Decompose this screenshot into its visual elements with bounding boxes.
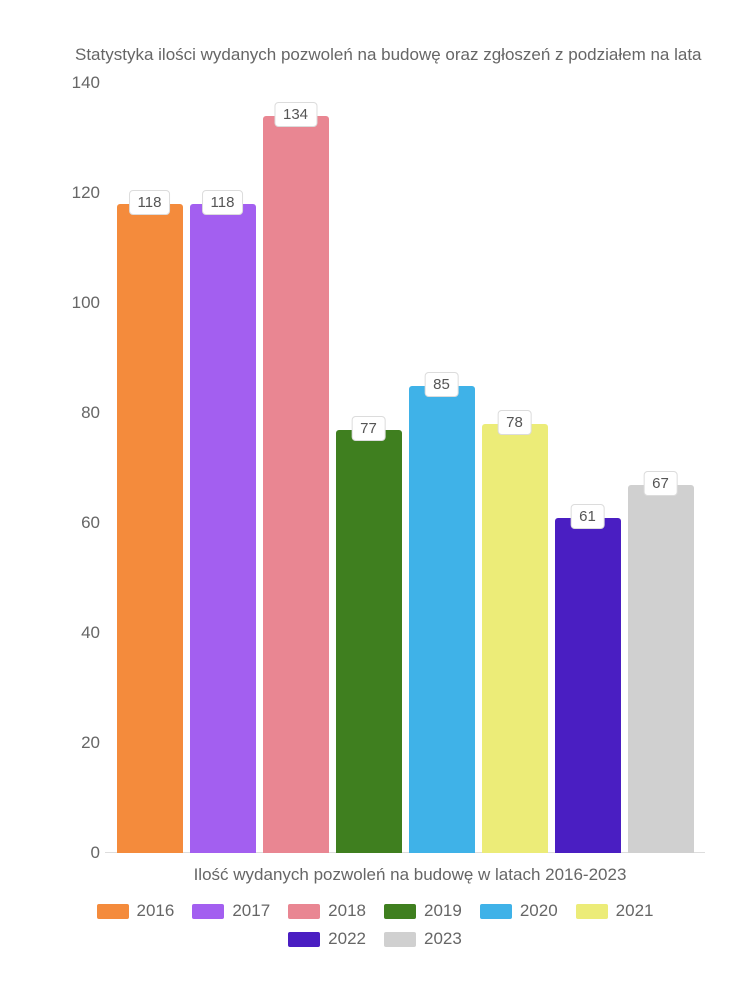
bar-value-label: 61	[570, 504, 605, 529]
legend-item-2021: 2021	[576, 901, 654, 921]
bar-value-label: 134	[274, 102, 317, 127]
bar-value-label: 67	[643, 471, 678, 496]
legend-item-2022: 2022	[288, 929, 366, 949]
bar-value-label: 118	[129, 190, 171, 215]
bar-slot: 61	[551, 83, 624, 853]
legend-label: 2022	[328, 929, 366, 949]
legend-swatch	[192, 904, 224, 919]
x-axis-label: Ilość wydanych pozwoleń na budowę w lata…	[105, 865, 715, 885]
legend-label: 2018	[328, 901, 366, 921]
legend-item-2017: 2017	[192, 901, 270, 921]
y-axis: 020406080100120140	[55, 83, 100, 853]
bar-2018: 134	[263, 116, 329, 853]
legend-item-2020: 2020	[480, 901, 558, 921]
bar-value-label: 78	[497, 410, 532, 435]
legend-label: 2023	[424, 929, 462, 949]
legend-swatch	[288, 904, 320, 919]
legend-swatch	[384, 932, 416, 947]
legend-swatch	[480, 904, 512, 919]
chart-title: Statystyka ilości wydanych pozwoleń na b…	[35, 45, 715, 65]
legend-label: 2020	[520, 901, 558, 921]
legend-label: 2016	[137, 901, 175, 921]
y-tick-label: 80	[55, 403, 100, 423]
bar-slot: 85	[405, 83, 478, 853]
y-tick-label: 0	[55, 843, 100, 863]
legend-swatch	[288, 932, 320, 947]
bar-slot: 134	[259, 83, 332, 853]
bar-2023: 67	[628, 485, 694, 854]
legend-item-2016: 2016	[97, 901, 175, 921]
bar-2022: 61	[555, 518, 621, 854]
bar-value-label: 118	[202, 190, 244, 215]
y-tick-label: 20	[55, 733, 100, 753]
bar-2019: 77	[336, 430, 402, 854]
legend-label: 2017	[232, 901, 270, 921]
bar-slot: 118	[113, 83, 186, 853]
bar-slot: 67	[624, 83, 697, 853]
y-tick-label: 120	[55, 183, 100, 203]
legend-item-2019: 2019	[384, 901, 462, 921]
bar-2020: 85	[409, 386, 475, 854]
y-tick-label: 40	[55, 623, 100, 643]
bar-slot: 77	[332, 83, 405, 853]
legend-item-2023: 2023	[384, 929, 462, 949]
legend-swatch	[576, 904, 608, 919]
legend-label: 2019	[424, 901, 462, 921]
bar-2016: 118	[117, 204, 183, 853]
bar-chart: Statystyka ilości wydanych pozwoleń na b…	[35, 45, 715, 980]
y-tick-label: 140	[55, 73, 100, 93]
legend: 2016 2017 2018 2019 2020 2021 2022 2023	[35, 901, 715, 949]
legend-item-2018: 2018	[288, 901, 366, 921]
y-tick-label: 100	[55, 293, 100, 313]
legend-label: 2021	[616, 901, 654, 921]
plot-area: 020406080100120140 1181181347785786167	[105, 83, 705, 853]
y-tick-label: 60	[55, 513, 100, 533]
bar-2021: 78	[482, 424, 548, 853]
legend-swatch	[97, 904, 129, 919]
bars-container: 1181181347785786167	[105, 83, 705, 853]
bar-2017: 118	[190, 204, 256, 853]
bar-slot: 118	[186, 83, 259, 853]
bar-value-label: 77	[351, 416, 386, 441]
bar-slot: 78	[478, 83, 551, 853]
bar-value-label: 85	[424, 372, 459, 397]
legend-swatch	[384, 904, 416, 919]
